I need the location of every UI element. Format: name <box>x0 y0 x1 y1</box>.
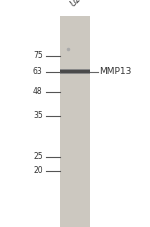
Text: 75: 75 <box>33 51 43 60</box>
Bar <box>60 69 90 74</box>
Text: 48: 48 <box>33 87 43 96</box>
Bar <box>60 16 90 227</box>
Text: 35: 35 <box>33 111 43 120</box>
Text: MMP13: MMP13 <box>99 67 131 76</box>
Text: U2os: U2os <box>69 0 90 8</box>
Bar <box>60 70 90 73</box>
Text: 63: 63 <box>33 67 43 76</box>
Text: 20: 20 <box>33 166 43 175</box>
Text: 25: 25 <box>33 152 43 161</box>
